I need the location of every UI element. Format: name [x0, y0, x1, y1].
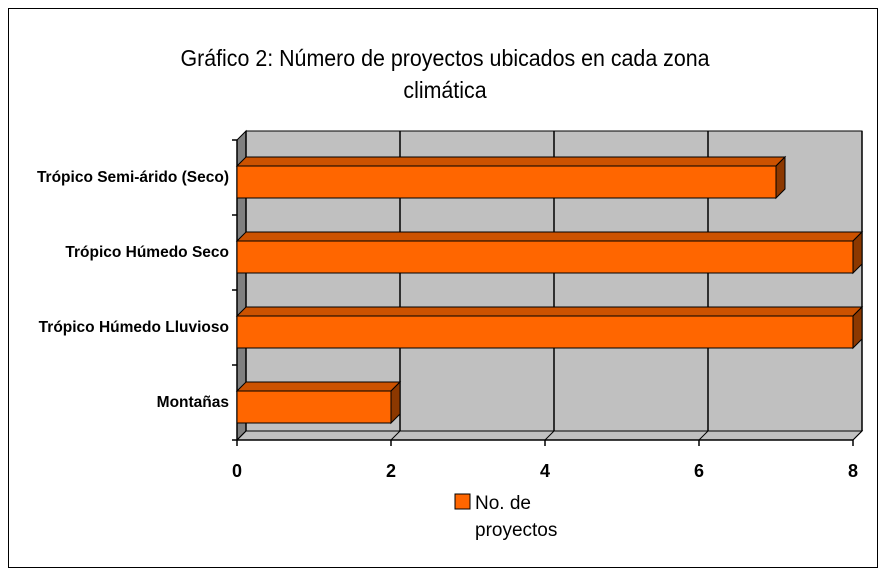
bar	[236, 390, 392, 424]
y-tick-label: Montañas	[156, 393, 229, 411]
x-tick-label: 6	[693, 461, 704, 481]
grid-line-floor	[544, 430, 555, 441]
bar	[236, 240, 854, 274]
x-tick-label: 0	[231, 461, 242, 481]
bar-top	[235, 306, 864, 317]
bar	[236, 165, 777, 199]
bar-top	[235, 156, 787, 167]
grid-line-floor	[236, 430, 247, 441]
bar-top	[235, 381, 402, 392]
y-tick-label: Trópico Húmedo Lluvioso	[38, 318, 229, 336]
legend-label: No. de proyectos	[475, 493, 558, 541]
grid-line-floor	[390, 430, 401, 441]
grid-line-floor	[698, 430, 709, 441]
grid-line-floor	[852, 430, 863, 441]
chart-title: Gráfico 2: Número de proyectos ubicados …	[180, 45, 710, 103]
y-tick-label: Trópico Húmedo Seco	[65, 243, 229, 261]
x-tick-label: 4	[539, 461, 550, 481]
chart	[232, 129, 864, 510]
bar	[236, 315, 854, 349]
y-tick-label: Trópico Semi-árido (Seco)	[36, 168, 229, 186]
x-tick-label: 2	[385, 461, 396, 481]
page: Gráfico 2: Número de proyectos ubicados …	[8, 8, 878, 568]
bar-top	[235, 231, 864, 242]
x-tick-label: 8	[847, 461, 858, 481]
legend-swatch	[454, 493, 471, 510]
